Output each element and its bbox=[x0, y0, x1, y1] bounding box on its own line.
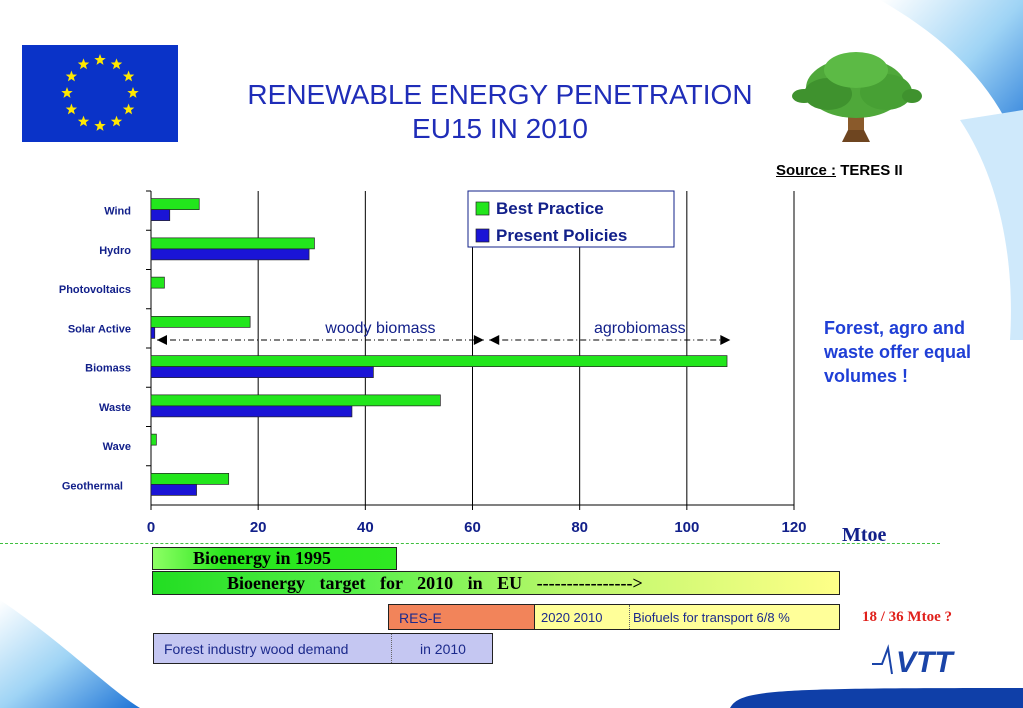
x-tick-label: 60 bbox=[464, 519, 481, 536]
bar-best-practice bbox=[150, 237, 315, 250]
x-tick-label: 0 bbox=[147, 519, 155, 536]
eu-flag-icon bbox=[22, 45, 178, 142]
forest-label: Forest industry wood demand bbox=[164, 641, 349, 657]
category-label: Solar Active bbox=[68, 323, 131, 335]
bar-present-policies bbox=[150, 405, 353, 418]
arrow-left-icon bbox=[157, 335, 167, 345]
transport-label: Biofuels for transport 6/8 % bbox=[633, 610, 790, 625]
annotation-label: agrobiomass bbox=[594, 320, 686, 337]
forest-demand-box: Forest industry wood demand in 2010 bbox=[153, 633, 493, 664]
arrow-left-icon bbox=[489, 335, 500, 345]
legend-swatch bbox=[475, 201, 490, 216]
vtt-logo-text: VTT bbox=[896, 646, 955, 679]
bar-best-practice bbox=[150, 355, 728, 367]
bar-present-policies bbox=[150, 366, 374, 378]
category-label: Wind bbox=[104, 206, 131, 218]
bar-best-practice bbox=[150, 276, 165, 289]
x-tick-label: 120 bbox=[781, 519, 806, 536]
bar-best-practice bbox=[150, 473, 230, 485]
title-line-1: RENEWABLE ENERGY PENETRATION bbox=[247, 79, 753, 110]
annotation-label: woody biomass bbox=[324, 320, 435, 337]
bar-present-policies bbox=[150, 248, 310, 261]
tree-icon bbox=[792, 52, 922, 142]
eu-star-icon bbox=[61, 87, 73, 98]
eu-star-icon bbox=[65, 103, 78, 115]
category-label: Geothermal bbox=[62, 480, 123, 492]
arrow-right-icon bbox=[473, 335, 484, 345]
bar-best-practice bbox=[150, 394, 441, 407]
eu-star-icon bbox=[94, 120, 106, 131]
bar-present-policies bbox=[150, 209, 171, 221]
vtt-logo-icon: VTT bbox=[872, 644, 955, 679]
legend-swatch bbox=[475, 228, 490, 243]
eu-star-icon bbox=[110, 115, 123, 127]
bar-best-practice bbox=[150, 198, 200, 210]
transport-separator bbox=[629, 605, 630, 629]
category-label: Waste bbox=[99, 402, 131, 414]
transport-year: 2020 2010 bbox=[541, 610, 603, 625]
bar-best-practice bbox=[150, 433, 157, 446]
category-label: Wave bbox=[103, 441, 131, 453]
bar-chart: 0 20 40 60 80 100 120 Wind Hydro Photovoltaics Sol… bbox=[59, 190, 807, 536]
page-title: RENEWABLE ENERGY PENETRATION EU15 IN 201… bbox=[200, 78, 800, 146]
unit-label: Mtoe bbox=[842, 524, 887, 546]
source-value: TERES II bbox=[840, 162, 903, 179]
eu-star-icon bbox=[127, 87, 139, 98]
forest-separator bbox=[391, 634, 392, 663]
bioenergy-target-bar: Bioenergy target for 2010 in EU --------… bbox=[152, 571, 840, 595]
bioenergy-1995-bar: Bioenergy in 1995 bbox=[152, 547, 397, 570]
divider-line bbox=[0, 543, 940, 544]
eu-star-icon bbox=[65, 70, 78, 82]
bar-best-practice bbox=[150, 316, 251, 328]
side-note: Forest, agro and waste offer equal volum… bbox=[824, 318, 972, 386]
eu-star-icon bbox=[94, 54, 106, 65]
biofuels-transport-box: 2020 2010 Biofuels for transport 6/8 % bbox=[534, 604, 840, 630]
source-note: Source : TERES II bbox=[776, 162, 903, 179]
eu-star-icon bbox=[77, 115, 90, 127]
category-label: Hydro bbox=[99, 245, 131, 257]
x-tick-label: 100 bbox=[674, 519, 699, 536]
source-label: Source : bbox=[776, 162, 837, 179]
bar-present-policies bbox=[150, 484, 197, 496]
legend-box bbox=[467, 190, 675, 248]
eu-star-icon bbox=[110, 58, 123, 70]
x-tick-label: 80 bbox=[571, 519, 588, 536]
legend-label: Present Policies bbox=[496, 226, 627, 245]
category-label: Photovoltaics bbox=[59, 284, 131, 296]
arrow-right-icon bbox=[720, 335, 731, 345]
mtoe-note: 18 / 36 Mtoe ? bbox=[862, 609, 952, 625]
title-line-2: EU15 IN 2010 bbox=[412, 113, 588, 144]
res-e-box: RES-E bbox=[388, 604, 535, 630]
forest-year: in 2010 bbox=[420, 641, 466, 657]
legend-label: Best Practice bbox=[496, 199, 604, 218]
eu-star-icon bbox=[77, 58, 90, 70]
eu-star-icon bbox=[122, 70, 135, 82]
category-label: Biomass bbox=[85, 363, 131, 375]
x-tick-label: 40 bbox=[357, 519, 374, 536]
bar-present-policies bbox=[150, 327, 156, 339]
eu-star-icon bbox=[122, 103, 135, 115]
x-tick-label: 20 bbox=[250, 519, 267, 536]
